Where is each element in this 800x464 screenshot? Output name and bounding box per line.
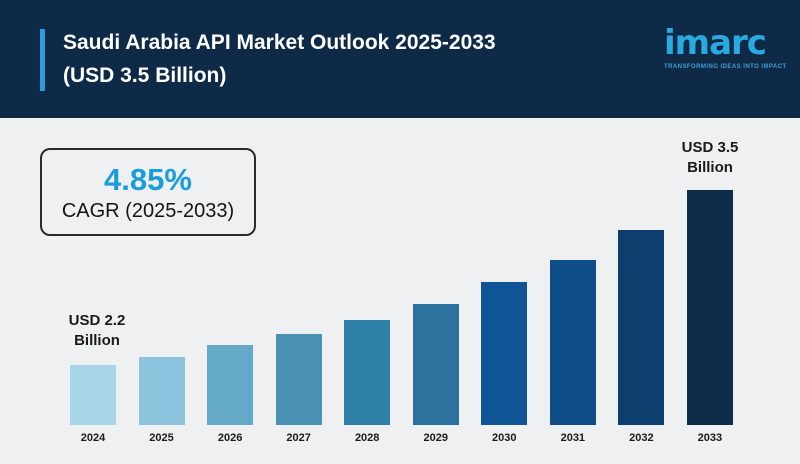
bar-label-2029: 2029 (423, 432, 448, 444)
bar-2027 (275, 334, 322, 425)
bar-label-2028: 2028 (354, 432, 380, 444)
bar-item-2027: 2027 (275, 334, 322, 444)
start-value-line2: Billion (74, 331, 120, 349)
start-value-line1: USD 2.2 (68, 312, 126, 329)
cagr-label: CAGR (2025-2033) (61, 199, 235, 222)
title-accent-bar (40, 29, 45, 91)
bar-item-2030: 2030 (481, 282, 528, 444)
bar-2025 (138, 357, 185, 425)
bar-label-2031: 2031 (560, 432, 586, 444)
bar-item-2026: 2026 (207, 345, 254, 444)
bar-item-2024: 2024 (70, 365, 116, 444)
page-title-line2: (USD 3.5 Billion) (63, 63, 227, 87)
bar-2026 (207, 345, 254, 425)
bar-label-2024: 2024 (80, 432, 106, 444)
bar-2033 (686, 190, 733, 425)
bar-label-2032: 2032 (629, 432, 654, 444)
bar-2032 (618, 230, 665, 425)
bar-chart: 2024 2025 2026 2027 2028 2029 2030 2031 2032 2033 (70, 190, 733, 444)
page-title-line1: Saudi Arabia API Market Outlook 2025-203… (63, 31, 496, 54)
end-value-line1: USD 3.5 (681, 139, 739, 156)
cagr-value: 4.85% (104, 161, 192, 197)
bar-label-2027: 2027 (286, 432, 311, 444)
bar-item-2028: 2028 (344, 320, 391, 444)
imarc-logo: imarc TRANSFORMING IDEAS INTO IMPACT (664, 23, 787, 70)
bar-item-2032: 2032 (618, 230, 665, 444)
imarc-logo-text: imarc (664, 23, 767, 63)
bar-2031 (549, 260, 596, 425)
page-title: Saudi Arabia API Market Outlook 2025-203… (63, 27, 496, 92)
start-value-label: USD 2.2 Billion (47, 311, 147, 350)
bar-2029 (412, 304, 459, 425)
bar-label-2025: 2025 (149, 432, 174, 444)
end-value-label: USD 3.5 Billion (660, 138, 760, 177)
imarc-logo-tagline: TRANSFORMING IDEAS INTO IMPACT (664, 64, 787, 70)
bar-2028 (344, 320, 391, 425)
bar-label-2033: 2033 (697, 432, 723, 444)
bar-item-2033: 2033 (686, 190, 733, 444)
header: Saudi Arabia API Market Outlook 2025-203… (0, 0, 800, 118)
end-value-line2: Billion (687, 158, 733, 176)
cagr-box: 4.85% CAGR (2025-2033) (40, 148, 256, 236)
bar-2030 (481, 282, 528, 425)
bar-2024 (70, 365, 116, 425)
bar-item-2025: 2025 (138, 357, 185, 444)
bar-item-2031: 2031 (549, 260, 596, 444)
bar-label-2030: 2030 (492, 432, 517, 444)
bar-item-2029: 2029 (412, 304, 459, 444)
bar-label-2026: 2026 (217, 432, 243, 444)
